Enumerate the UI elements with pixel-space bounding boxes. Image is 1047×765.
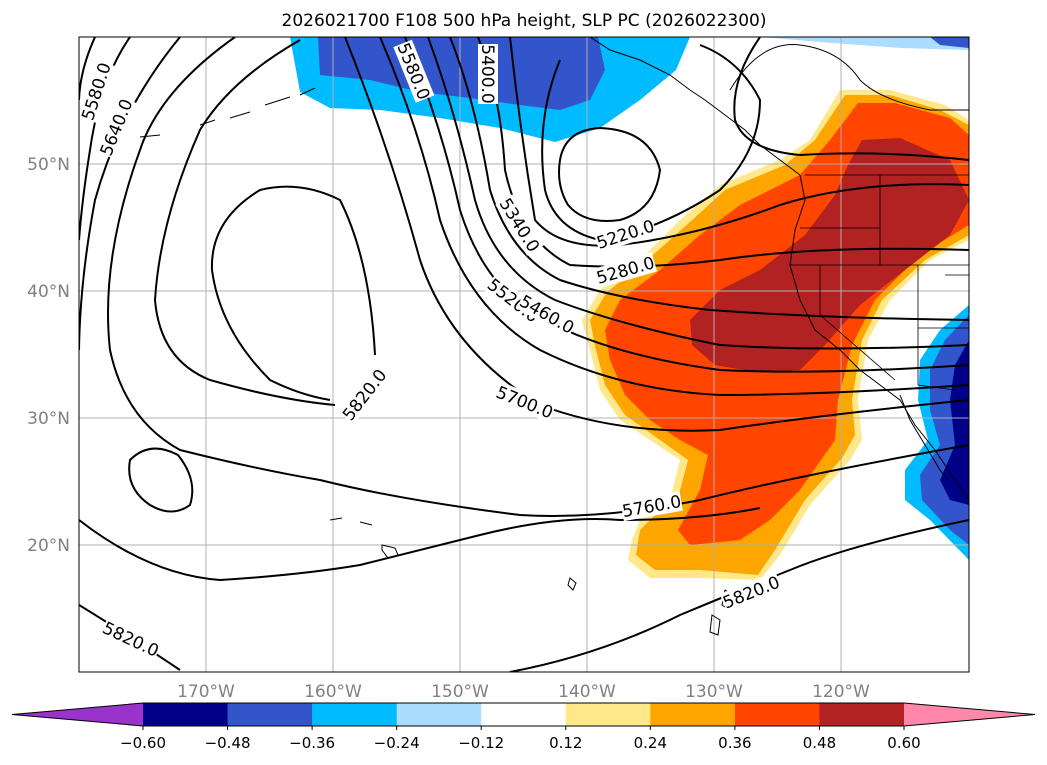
- fill-negative-024-ne: [760, 37, 969, 50]
- colorbar-segment-3: [396, 703, 482, 726]
- contour-5820-inner: [210, 185, 376, 401]
- lat-tick-label-30: 30°N: [27, 409, 70, 429]
- contour-5400-ne: [733, 37, 969, 161]
- fill-negative-036-ne: [930, 37, 969, 48]
- lat-tick-label-40: 40°N: [27, 282, 70, 302]
- lat-tick-label-50: 50°N: [27, 155, 70, 175]
- contour-closed-low: [128, 447, 194, 513]
- coastline-north-canada: [729, 44, 969, 111]
- colorbar-extend-low: [12, 703, 143, 726]
- coastline-west-coast: [789, 174, 969, 501]
- colorbar-segment-1: [227, 703, 313, 726]
- colorbar: −0.60 −0.48 −0.36 −0.24 −0.12 0.12 0.24 0.36 0.4…: [11, 702, 1036, 752]
- map-panel: 5580.0 5640.0 5580.0 5400.0 5340.0 5220.…: [77, 36, 970, 673]
- border-state-5: [819, 265, 896, 381]
- colorbar-tick-label-5: 0.12: [549, 734, 582, 752]
- chart-title: 2026021700 F108 500 hPa height, SLP PC (…: [282, 11, 767, 31]
- coastline-baja: [899, 394, 949, 481]
- lon-tick-label-120w: 120°W: [812, 682, 870, 702]
- coastline-island-b: [709, 614, 721, 636]
- colorbar-segment-6: [650, 703, 736, 726]
- coastline-island-a: [567, 577, 577, 591]
- contour-5820-south: [79, 507, 761, 582]
- colorbar-segment-5: [565, 703, 651, 726]
- coastline-alaska: [589, 37, 801, 176]
- lon-tick-label-160w: 160°W: [304, 682, 362, 702]
- colorbar-segment-8: [819, 703, 905, 726]
- lon-tick-label-140w: 140°W: [558, 682, 616, 702]
- lon-tick-label-130w: 130°W: [685, 682, 743, 702]
- contour-5220-low: [558, 126, 662, 222]
- colorbar-tick-label-6: 0.24: [634, 734, 667, 752]
- lon-tick-label-150w: 150°W: [431, 682, 489, 702]
- colorbar-tick-label-8: 0.48: [803, 734, 836, 752]
- gridlines: [79, 37, 969, 672]
- contour-5520-main: [427, 37, 969, 350]
- lon-tick-labels: 170°W 160°W 150°W 140°W 130°W 120°W: [177, 682, 870, 702]
- colorbar-tick-label-1: −0.48: [205, 734, 251, 752]
- coastline-aleutians: [139, 87, 316, 138]
- fill-negative-036-nw: [318, 37, 605, 110]
- colorbar-segment-0: [143, 703, 229, 726]
- contour-5280-main: [541, 44, 762, 242]
- contour-5640-main: [379, 37, 969, 397]
- lat-tick-labels: 50°N 40°N 30°N 20°N: [27, 155, 70, 556]
- lon-tick-label-170w: 170°W: [177, 682, 235, 702]
- colorbar-tick-label-9: 0.60: [887, 734, 920, 752]
- contour-label-5400: 5400.0: [477, 44, 497, 103]
- contour-5820-ridge: [153, 39, 336, 406]
- contour-5760-ridge: [107, 37, 969, 517]
- lat-tick-label-20: 20°N: [27, 536, 70, 556]
- colorbar-tick-label-3: −0.24: [374, 734, 420, 752]
- colorbar-segment-2: [312, 703, 398, 726]
- colorbar-segment-4: [481, 703, 567, 726]
- contour-5640-west: [79, 37, 131, 241]
- contour-5700-west: [79, 37, 181, 351]
- colorbar-tick-label-0: −0.60: [120, 734, 166, 752]
- colorbar-extend-high: [904, 703, 1035, 726]
- fill-negative-048-se: [940, 340, 969, 505]
- colorbar-segment-7: [734, 703, 820, 726]
- map-frame: [78, 36, 970, 673]
- colorbar-tick-label-4: −0.12: [458, 734, 504, 752]
- anomaly-fills: [290, 37, 969, 580]
- colorbar-tick-label-2: −0.36: [289, 734, 335, 752]
- colorbar-tick-label-7: 0.36: [718, 734, 751, 752]
- contour-5400-main: [477, 37, 969, 268]
- contour-5460-main: [449, 37, 969, 321]
